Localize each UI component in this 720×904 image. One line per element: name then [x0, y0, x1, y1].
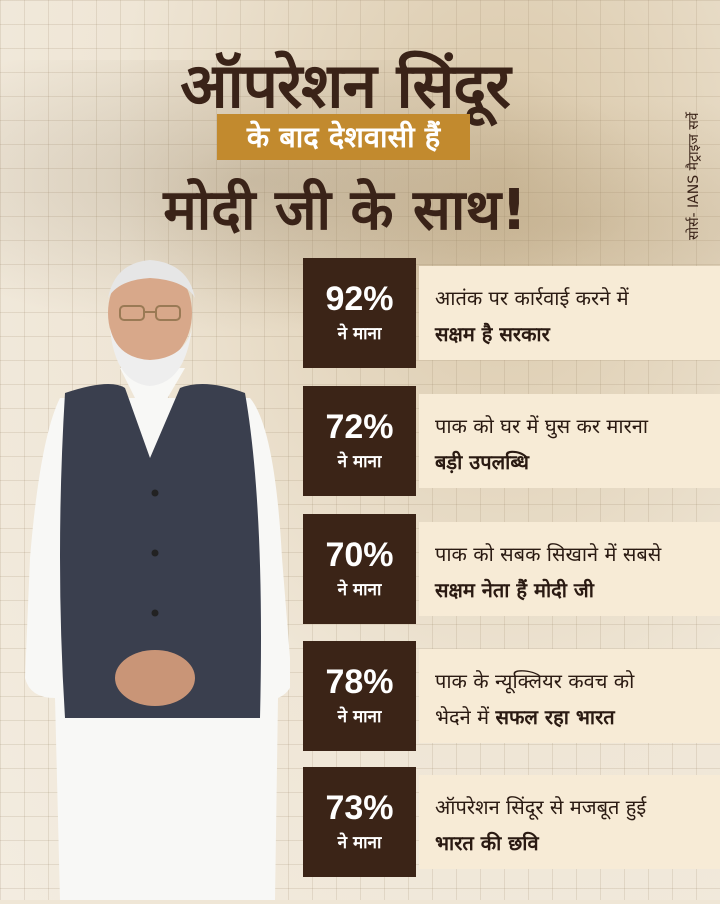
- stat-text-box: पाक के न्यूक्लियर कवच को भेदने में सफल र…: [419, 649, 720, 743]
- stat-text-regular: पाक के न्यूक्लियर कवच को: [435, 669, 635, 693]
- stat-text-bold: भारत की छवि: [435, 831, 539, 855]
- stat-text-box: पाक को सबक सिखाने में सबसे सक्षम नेता है…: [419, 522, 720, 616]
- stat-text-bold: बड़ी उपलब्धि: [435, 450, 529, 474]
- stat-percent-box: 78% ने माना: [303, 641, 416, 751]
- stat-percent-box: 70% ने माना: [303, 514, 416, 624]
- stat-percent-label: ने माना: [337, 833, 382, 853]
- stat-row: 73% ने माना ऑपरेशन सिंदूर से मजबूत हुई भ…: [303, 767, 720, 877]
- stat-percent: 73%: [325, 789, 394, 827]
- source-credit: सोर्स- IANS मैट्राइज सर्वे: [686, 112, 702, 240]
- stat-percent-label: ने माना: [337, 707, 382, 727]
- stat-text-bold: सक्षम है सरकार: [435, 322, 550, 346]
- stat-text-regular: ऑपरेशन सिंदूर से मजबूत हुई: [435, 795, 647, 819]
- headline-line2: मोदी जी के साथ!: [163, 178, 527, 243]
- stat-row: 70% ने माना पाक को सबक सिखाने में सबसे स…: [303, 514, 720, 624]
- stat-text-regular: आतंक पर कार्रवाई करने में: [435, 286, 629, 310]
- stat-text-box: आतंक पर कार्रवाई करने में सक्षम है सरकार: [419, 266, 720, 360]
- stat-percent: 70%: [325, 536, 394, 574]
- headline-subtitle-badge: के बाद देशवासी हैं: [217, 114, 470, 160]
- stat-percent: 92%: [325, 280, 394, 318]
- stat-row: 72% ने माना पाक को घर में घुस कर मारना ब…: [303, 386, 720, 496]
- person-figure: [25, 260, 294, 900]
- stat-percent-box: 72% ने माना: [303, 386, 416, 496]
- stat-percent-box: 73% ने माना: [303, 767, 416, 877]
- stat-text-regular: पाक को सबक सिखाने में सबसे: [435, 542, 662, 566]
- stat-row: 92% ने माना आतंक पर कार्रवाई करने में सक…: [303, 258, 720, 368]
- stat-text-regular-2: भेदने में: [435, 705, 496, 729]
- stat-percent-label: ने माना: [337, 452, 382, 472]
- headline-line1: ऑपरेशन सिंदूर: [180, 49, 510, 122]
- stat-text-box: ऑपरेशन सिंदूर से मजबूत हुई भारत की छवि: [419, 775, 720, 869]
- stat-text-bold: सक्षम नेता हैं मोदी जी: [435, 578, 594, 602]
- stat-percent: 78%: [325, 663, 394, 701]
- person-illustration: [20, 258, 294, 900]
- stat-row: 78% ने माना पाक के न्यूक्लियर कवच को भेद…: [303, 641, 720, 751]
- stat-percent-label: ने माना: [337, 324, 382, 344]
- stat-percent: 72%: [325, 408, 394, 446]
- stat-percent-label: ने माना: [337, 580, 382, 600]
- stat-text-bold: सफल रहा भारत: [495, 705, 615, 729]
- stat-text-regular: पाक को घर में घुस कर मारना: [435, 414, 649, 438]
- stat-percent-box: 92% ने माना: [303, 258, 416, 368]
- stat-text-box: पाक को घर में घुस कर मारना बड़ी उपलब्धि: [419, 394, 720, 488]
